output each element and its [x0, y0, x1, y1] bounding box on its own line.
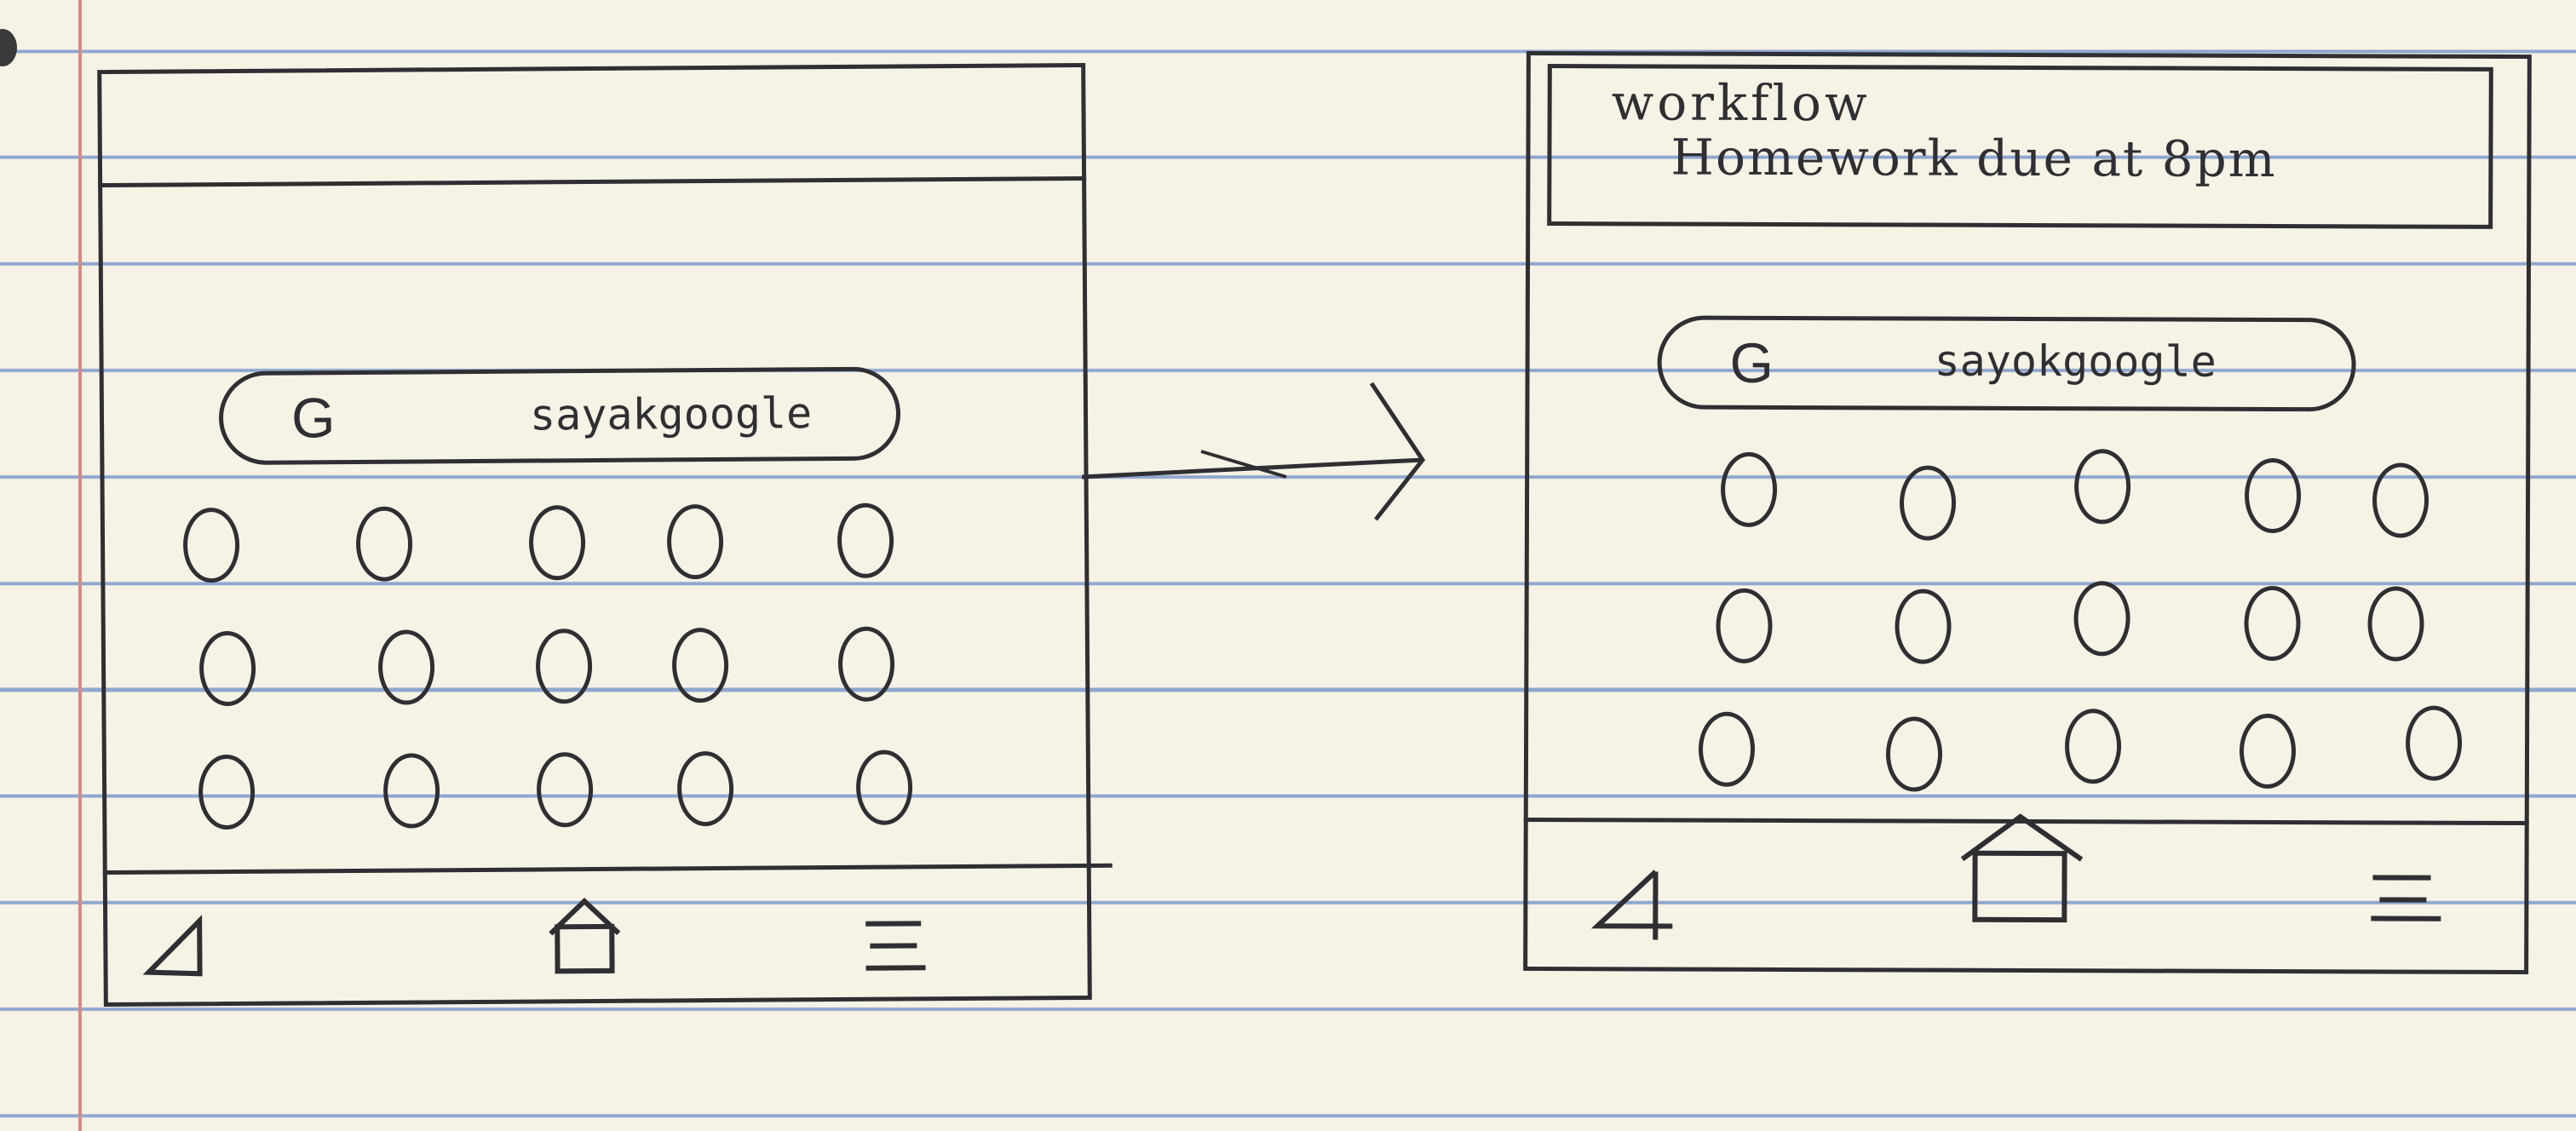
google-search-bar[interactable]: G sayakgoogle — [218, 366, 901, 466]
binder-hole — [0, 29, 17, 66]
phone-screen-after: workflow Homework due at 8pm G sayokgoog… — [1523, 50, 2532, 975]
search-placeholder: sayokgoogle — [1934, 336, 2217, 387]
search-placeholder: sayakgoogle — [529, 388, 813, 440]
app-icon[interactable] — [2367, 586, 2424, 662]
notification-card[interactable]: workflow Homework due at 8pm — [1547, 64, 2493, 229]
back-icon[interactable] — [140, 912, 217, 981]
app-icon[interactable] — [198, 754, 256, 830]
app-icon[interactable] — [855, 749, 913, 825]
app-icon[interactable] — [382, 753, 440, 829]
nav-bar-divider — [102, 863, 1113, 876]
app-icon[interactable] — [1895, 588, 1952, 664]
app-icon[interactable] — [535, 629, 593, 704]
app-icon[interactable] — [666, 503, 724, 580]
app-icon[interactable] — [355, 506, 413, 582]
app-icon[interactable] — [198, 630, 256, 707]
google-g-icon: G — [1729, 330, 1774, 394]
app-icon[interactable] — [1899, 465, 1957, 541]
app-icon[interactable] — [837, 502, 894, 579]
app-icon[interactable] — [2405, 705, 2463, 781]
menu-icon[interactable] — [2362, 867, 2456, 935]
home-icon[interactable] — [542, 893, 628, 979]
app-icon[interactable] — [536, 752, 594, 828]
app-icon[interactable] — [2244, 457, 2302, 534]
app-icon[interactable] — [2239, 713, 2297, 789]
margin-line — [78, 0, 82, 1131]
google-search-bar[interactable]: G sayokgoogle — [1657, 315, 2356, 412]
status-bar-divider — [98, 175, 1087, 188]
home-icon[interactable] — [1953, 807, 2090, 935]
app-icon[interactable] — [2244, 585, 2301, 662]
transition-arrow-icon — [1082, 382, 1426, 521]
google-g-icon: G — [290, 386, 336, 450]
app-icon[interactable] — [1720, 451, 1778, 527]
app-icon[interactable] — [2073, 581, 2130, 657]
app-icon[interactable] — [2073, 449, 2131, 525]
phone-screen-before: G sayakgoogle — [97, 62, 1113, 1008]
back-icon[interactable] — [1587, 864, 1681, 941]
app-icon[interactable] — [377, 629, 435, 705]
app-icon[interactable] — [528, 505, 586, 581]
app-icon[interactable] — [2064, 709, 2122, 784]
notification-body: Homework due at 8pm — [1670, 128, 2277, 189]
notification-title: workflow — [1611, 73, 1871, 133]
app-icon[interactable] — [1716, 588, 1773, 663]
app-icon[interactable] — [671, 627, 729, 703]
app-icon[interactable] — [182, 507, 240, 583]
app-icon[interactable] — [2372, 462, 2429, 538]
app-icon[interactable] — [1698, 711, 1756, 787]
menu-icon[interactable] — [857, 911, 934, 980]
app-icon[interactable] — [837, 626, 895, 703]
app-icon[interactable] — [676, 750, 734, 827]
app-icon[interactable] — [1885, 716, 1943, 792]
